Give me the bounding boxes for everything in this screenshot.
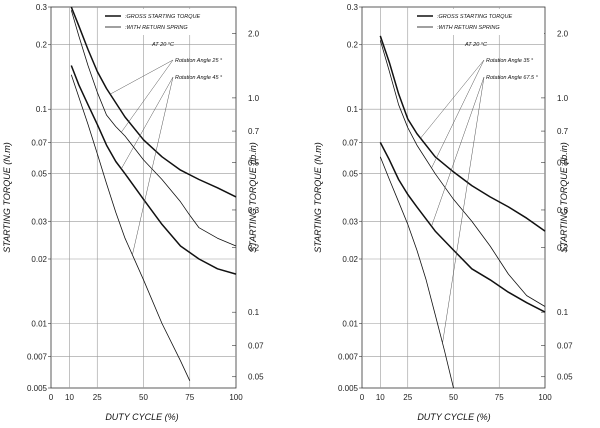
y2-tick-label: 0.1 [248,308,260,317]
y2-tick-label: 0.7 [557,127,569,136]
y2-tick-label: 2.0 [248,29,260,38]
y-tick-label: 0.07 [31,138,47,147]
annotation-leader-line [431,76,485,227]
x-tick-label: 100 [538,393,552,402]
y-axis-label: STARTING TORQUE (N.m) [313,142,323,253]
y-tick-label: 0.02 [31,255,47,264]
y-tick-label: 0.03 [342,217,358,226]
y2-axis-label: STARTING TORQUE (lb.in) [559,142,569,253]
y-tick-label: 0.005 [338,384,359,393]
series-0-line [70,6,237,198]
legend-label: :GROSS STARTING TORQUE [125,14,201,20]
y-tick-label: 0.05 [31,170,47,179]
y-tick-label: 0.2 [347,41,359,50]
y2-tick-label: 0.07 [557,341,573,350]
y2-tick-label: 0.5 [248,158,260,167]
y2-tick-label: 0.05 [557,373,573,382]
x-tick-label: 25 [403,393,412,402]
y-tick-label: 0.02 [342,255,358,264]
legend-box [414,9,544,35]
series-1-line [70,10,237,247]
x-axis-label: DUTY CYCLE (%) [417,412,490,422]
annotation-leader-line [132,76,174,255]
y-tick-label: 0.3 [347,3,359,12]
y-tick-label: 0.3 [36,3,48,12]
annotation-leader-line [431,59,485,169]
y-tick-label: 0.05 [342,170,358,179]
x-tick-label: 0 [360,393,365,402]
y-tick-label: 0.005 [27,384,48,393]
annotation-leader-line [110,59,174,95]
rotation-angle-annotation: Rotation Angle 25 ° [175,58,223,64]
y2-tick-label: 0.2 [248,244,260,253]
legend-label: :WITH RETURN SPRING [125,25,188,31]
x-tick-label: 75 [185,393,194,402]
annotation-leader-line [420,59,485,139]
legend-label: :GROSS STARTING TORQUE [437,14,513,20]
y2-tick-label: 0.1 [557,308,569,317]
y2-tick-label: 0.5 [557,158,569,167]
y2-axis-label: STARTING TORQUE (lb.in) [248,142,258,253]
y-tick-label: 0.01 [342,319,358,328]
y2-tick-label: 1.0 [248,94,260,103]
y-tick-label: 0.07 [342,138,358,147]
legend-box [102,9,232,35]
annotation-leader-line [442,76,485,344]
condition-note: AT 20 °C [464,42,487,48]
rotation-angle-annotation: Rotation Angle 67.5 ° [486,75,539,81]
x-tick-label: 0 [49,393,54,402]
annotation-leader-line [121,59,174,133]
x-axis-label: DUTY CYCLE (%) [105,412,178,422]
y2-tick-label: 0.7 [248,127,260,136]
series-3-line [70,74,191,381]
y-tick-label: 0.2 [36,41,48,50]
y-tick-label: 0.007 [338,353,359,362]
y2-tick-label: 0.07 [248,341,264,350]
y2-tick-label: 1.0 [557,94,569,103]
y2-tick-label: 2.0 [557,29,569,38]
y-tick-label: 0.007 [27,353,48,362]
series-2-line [70,65,237,275]
y2-tick-label: 0.2 [557,244,569,253]
series-0-line [379,35,546,232]
y-tick-label: 0.01 [31,319,47,328]
y-axis-label: STARTING TORQUE (N.m) [2,142,12,253]
y-tick-label: 0.1 [36,105,48,114]
rotation-angle-annotation: Rotation Angle 45 ° [175,75,223,81]
condition-note: AT 20 °C [151,42,174,48]
series-2-line [379,142,546,313]
rotation-angle-annotation: Rotation Angle 35 ° [486,58,534,64]
y-tick-label: 0.1 [347,105,359,114]
y2-tick-label: 0.05 [248,373,264,382]
series-3-line [379,156,454,389]
x-tick-label: 100 [229,393,243,402]
y2-tick-label: 0.3 [248,206,260,215]
x-tick-label: 25 [93,393,102,402]
x-tick-label: 50 [139,393,148,402]
x-tick-label: 10 [376,393,385,402]
x-tick-label: 50 [449,393,458,402]
x-tick-label: 10 [65,393,74,402]
y2-tick-label: 0.3 [557,206,569,215]
legend-label: :WITH RETURN SPRING [437,25,500,31]
y-tick-label: 0.03 [31,217,47,226]
series-1-line [379,40,546,307]
x-tick-label: 75 [495,393,504,402]
annotation-leader-line [121,76,174,169]
